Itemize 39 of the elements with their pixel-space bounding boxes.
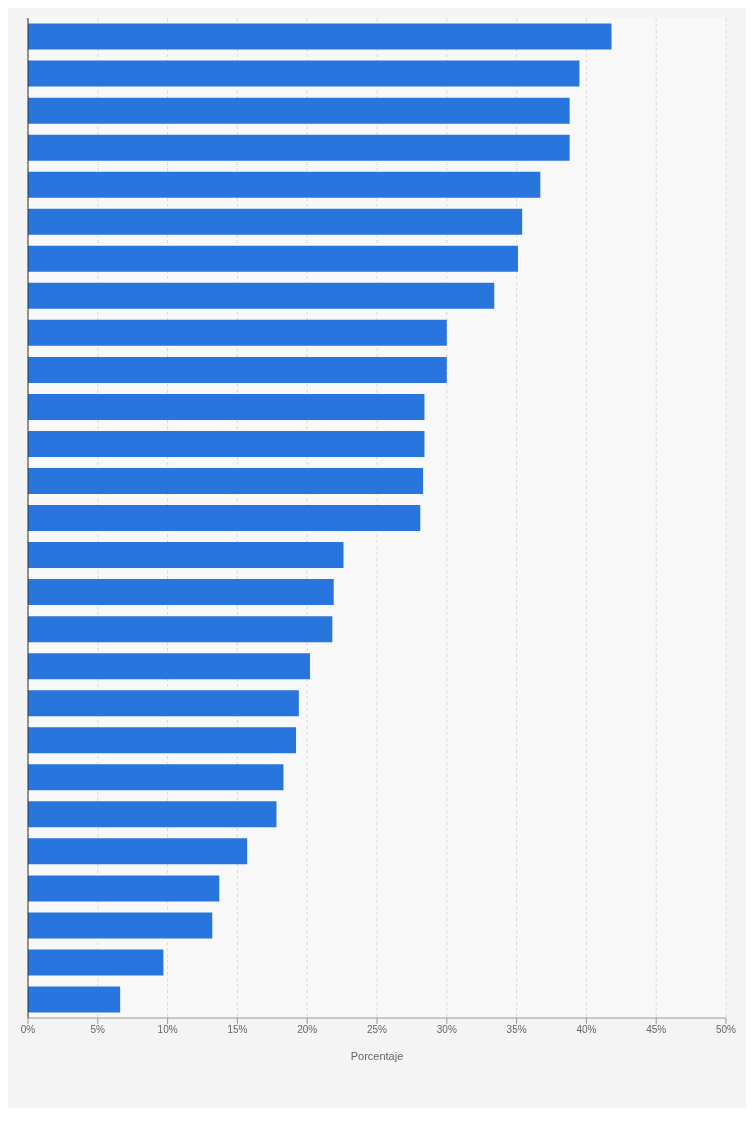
x-tick-label: 10% (157, 1024, 178, 1036)
bar (28, 949, 164, 976)
x-tick-label: 20% (297, 1024, 318, 1036)
bar (28, 393, 425, 420)
bar (28, 245, 518, 272)
bar (28, 690, 299, 717)
x-tick-label: 45% (646, 1024, 667, 1036)
bar (28, 97, 570, 124)
x-tick-label: 25% (366, 1024, 388, 1036)
bar (28, 60, 580, 87)
bar (28, 912, 213, 939)
bar (28, 986, 121, 1013)
bar (28, 542, 344, 569)
bar (28, 208, 523, 235)
x-tick-label: 0% (20, 1024, 36, 1036)
bar (28, 282, 495, 309)
x-tick-label: 5% (90, 1024, 106, 1036)
x-axis-title: Porcentaje (350, 1050, 404, 1062)
bar (28, 616, 333, 643)
x-tick-label: 50% (715, 1024, 737, 1036)
bar (28, 134, 570, 161)
bar (28, 801, 277, 828)
x-tick-label: 30% (436, 1024, 457, 1036)
bar (28, 468, 424, 494)
bar (28, 171, 541, 198)
bar (28, 319, 447, 346)
bar (28, 356, 447, 383)
bar (28, 764, 284, 791)
bar (28, 505, 421, 532)
bar (28, 875, 220, 902)
bar (28, 727, 297, 754)
bar (28, 430, 425, 457)
bar (28, 838, 248, 865)
bar (28, 579, 334, 606)
x-tick-label: 15% (227, 1024, 248, 1036)
bar (28, 653, 310, 680)
bar (28, 23, 612, 50)
x-tick-label: 40% (576, 1024, 597, 1036)
x-tick-label: 35% (506, 1024, 527, 1036)
